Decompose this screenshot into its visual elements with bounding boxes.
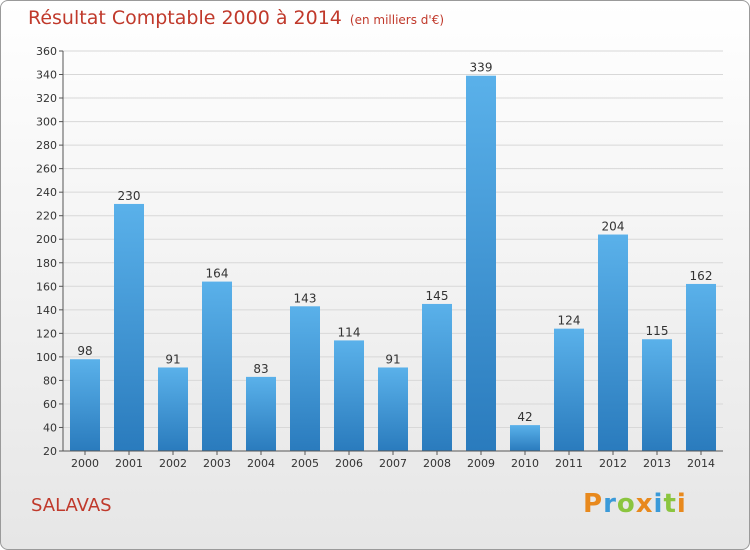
data-label-2012: 204 [602,220,625,234]
bars: 98 230 91 164 83 143 114 91 145 339 42 124 204 115 162 [70,61,716,451]
data-label-2014: 162 [690,269,713,283]
y-tick-label: 160 [36,280,57,293]
y-tick-label: 200 [36,233,57,246]
logo-letter: t [663,489,676,519]
data-label-2004: 83 [253,362,268,376]
bar-2011[interactable] [554,329,584,451]
y-tick-label: 340 [36,69,57,82]
bar-2002[interactable] [158,367,188,451]
commune-name: SALAVAS [31,495,112,516]
y-axis: 20 40 60 80 100 120 140 160 180 200 220 240 260 280 30… [36,45,63,458]
bar-2007[interactable] [378,367,408,451]
x-tick-label-2004: 2004 [247,457,275,470]
bar-2004[interactable] [246,377,276,451]
y-tick-label: 300 [36,116,57,129]
x-tick-label-2014: 2014 [687,457,715,470]
y-tick-label: 240 [36,186,57,199]
y-tick-label: 280 [36,139,57,152]
logo-letter: r [603,489,617,519]
logo-letter: P [583,489,603,519]
x-tick-label-2000: 2000 [71,457,99,470]
bar-2000[interactable] [70,359,100,451]
y-tick-label: 140 [36,304,57,317]
logo-letter: x [636,489,654,519]
bar-2005[interactable] [290,306,320,451]
y-tick-label: 40 [43,421,57,434]
data-label-2010: 42 [517,410,532,424]
y-tick-label: 360 [36,45,57,58]
data-label-2009: 339 [470,61,493,75]
x-tick-label-2011: 2011 [555,457,583,470]
y-tick-label: 120 [36,327,57,340]
bar-2006[interactable] [334,340,364,451]
data-label-2011: 124 [558,314,581,328]
x-tick-label-2007: 2007 [379,457,407,470]
y-tick-label: 60 [43,398,57,411]
y-tick-label: 100 [36,351,57,364]
data-label-2008: 145 [426,289,449,303]
bar-2014[interactable] [686,284,716,451]
data-label-2006: 114 [338,325,361,339]
logo-letter: o [617,489,636,519]
x-axis: 2000 2001 2002 2003 2004 2005 2006 2007 2008 2009… [63,451,723,470]
bar-2009[interactable] [466,76,496,451]
data-label-2002: 91 [165,352,180,366]
data-label-2001: 230 [118,189,141,203]
x-tick-label-2006: 2006 [335,457,363,470]
bar-2010[interactable] [510,425,540,451]
bar-2013[interactable] [642,339,672,451]
bar-2003[interactable] [202,282,232,451]
x-tick-label-2002: 2002 [159,457,187,470]
y-tick-label: 320 [36,92,57,105]
data-label-2000: 98 [77,344,92,358]
x-tick-label-2003: 2003 [203,457,231,470]
x-tick-label-2005: 2005 [291,457,319,470]
y-tick-label: 20 [43,445,57,458]
y-tick-label: 220 [36,210,57,223]
x-tick-label-2001: 2001 [115,457,143,470]
y-tick-label: 180 [36,257,57,270]
chart-frame: Résultat Comptable 2000 à 2014 (en millie… [0,0,750,550]
y-tick-label: 260 [36,163,57,176]
x-tick-label-2008: 2008 [423,457,451,470]
x-tick-label-2009: 2009 [467,457,495,470]
data-label-2003: 164 [206,267,229,281]
x-tick-label-2010: 2010 [511,457,539,470]
data-label-2007: 91 [385,352,400,366]
data-label-2013: 115 [646,324,669,338]
data-label-2005: 143 [294,291,317,305]
proxiti-logo[interactable]: Proxiti [583,489,687,519]
bar-chart: 20 40 60 80 100 120 140 160 180 200 220 240 260 280 30… [1,1,750,550]
x-tick-label-2013: 2013 [643,457,671,470]
bar-2012[interactable] [598,235,628,451]
y-tick-label: 80 [43,374,57,387]
bar-2001[interactable] [114,204,144,451]
bar-2008[interactable] [422,304,452,451]
logo-letter: i [677,489,687,519]
logo-letter: i [654,489,664,519]
x-tick-label-2012: 2012 [599,457,627,470]
